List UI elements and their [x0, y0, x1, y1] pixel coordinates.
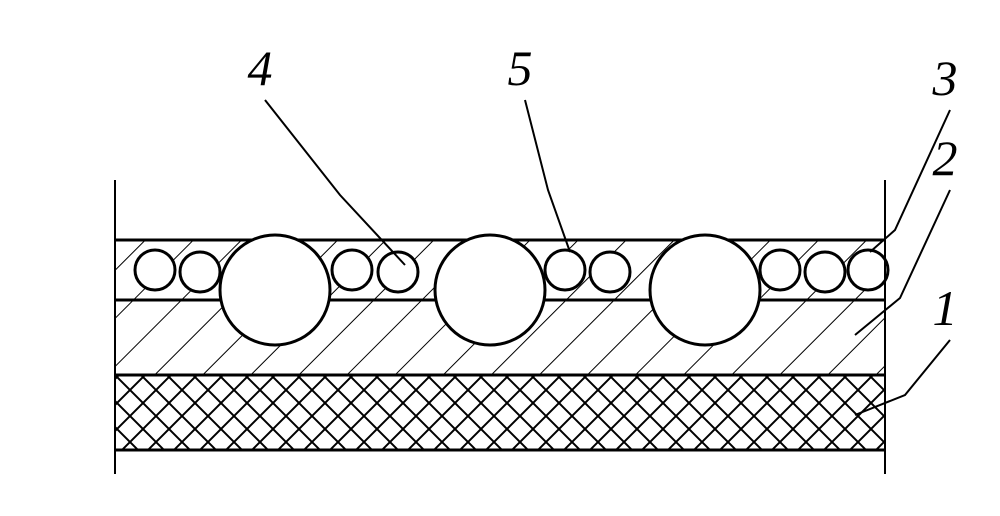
callout-label-4: 4: [248, 40, 273, 96]
layer-1-crosshatch: [115, 375, 885, 450]
diagram-svg: 4 5 3 2 1: [0, 0, 1000, 516]
callout-leader-5: [525, 100, 570, 252]
callout-label-2: 2: [933, 130, 958, 186]
callout-label-5: 5: [508, 40, 533, 96]
callout-label-1: 1: [933, 280, 958, 336]
large-particles: [220, 235, 760, 345]
callout-label-3: 3: [932, 50, 958, 106]
